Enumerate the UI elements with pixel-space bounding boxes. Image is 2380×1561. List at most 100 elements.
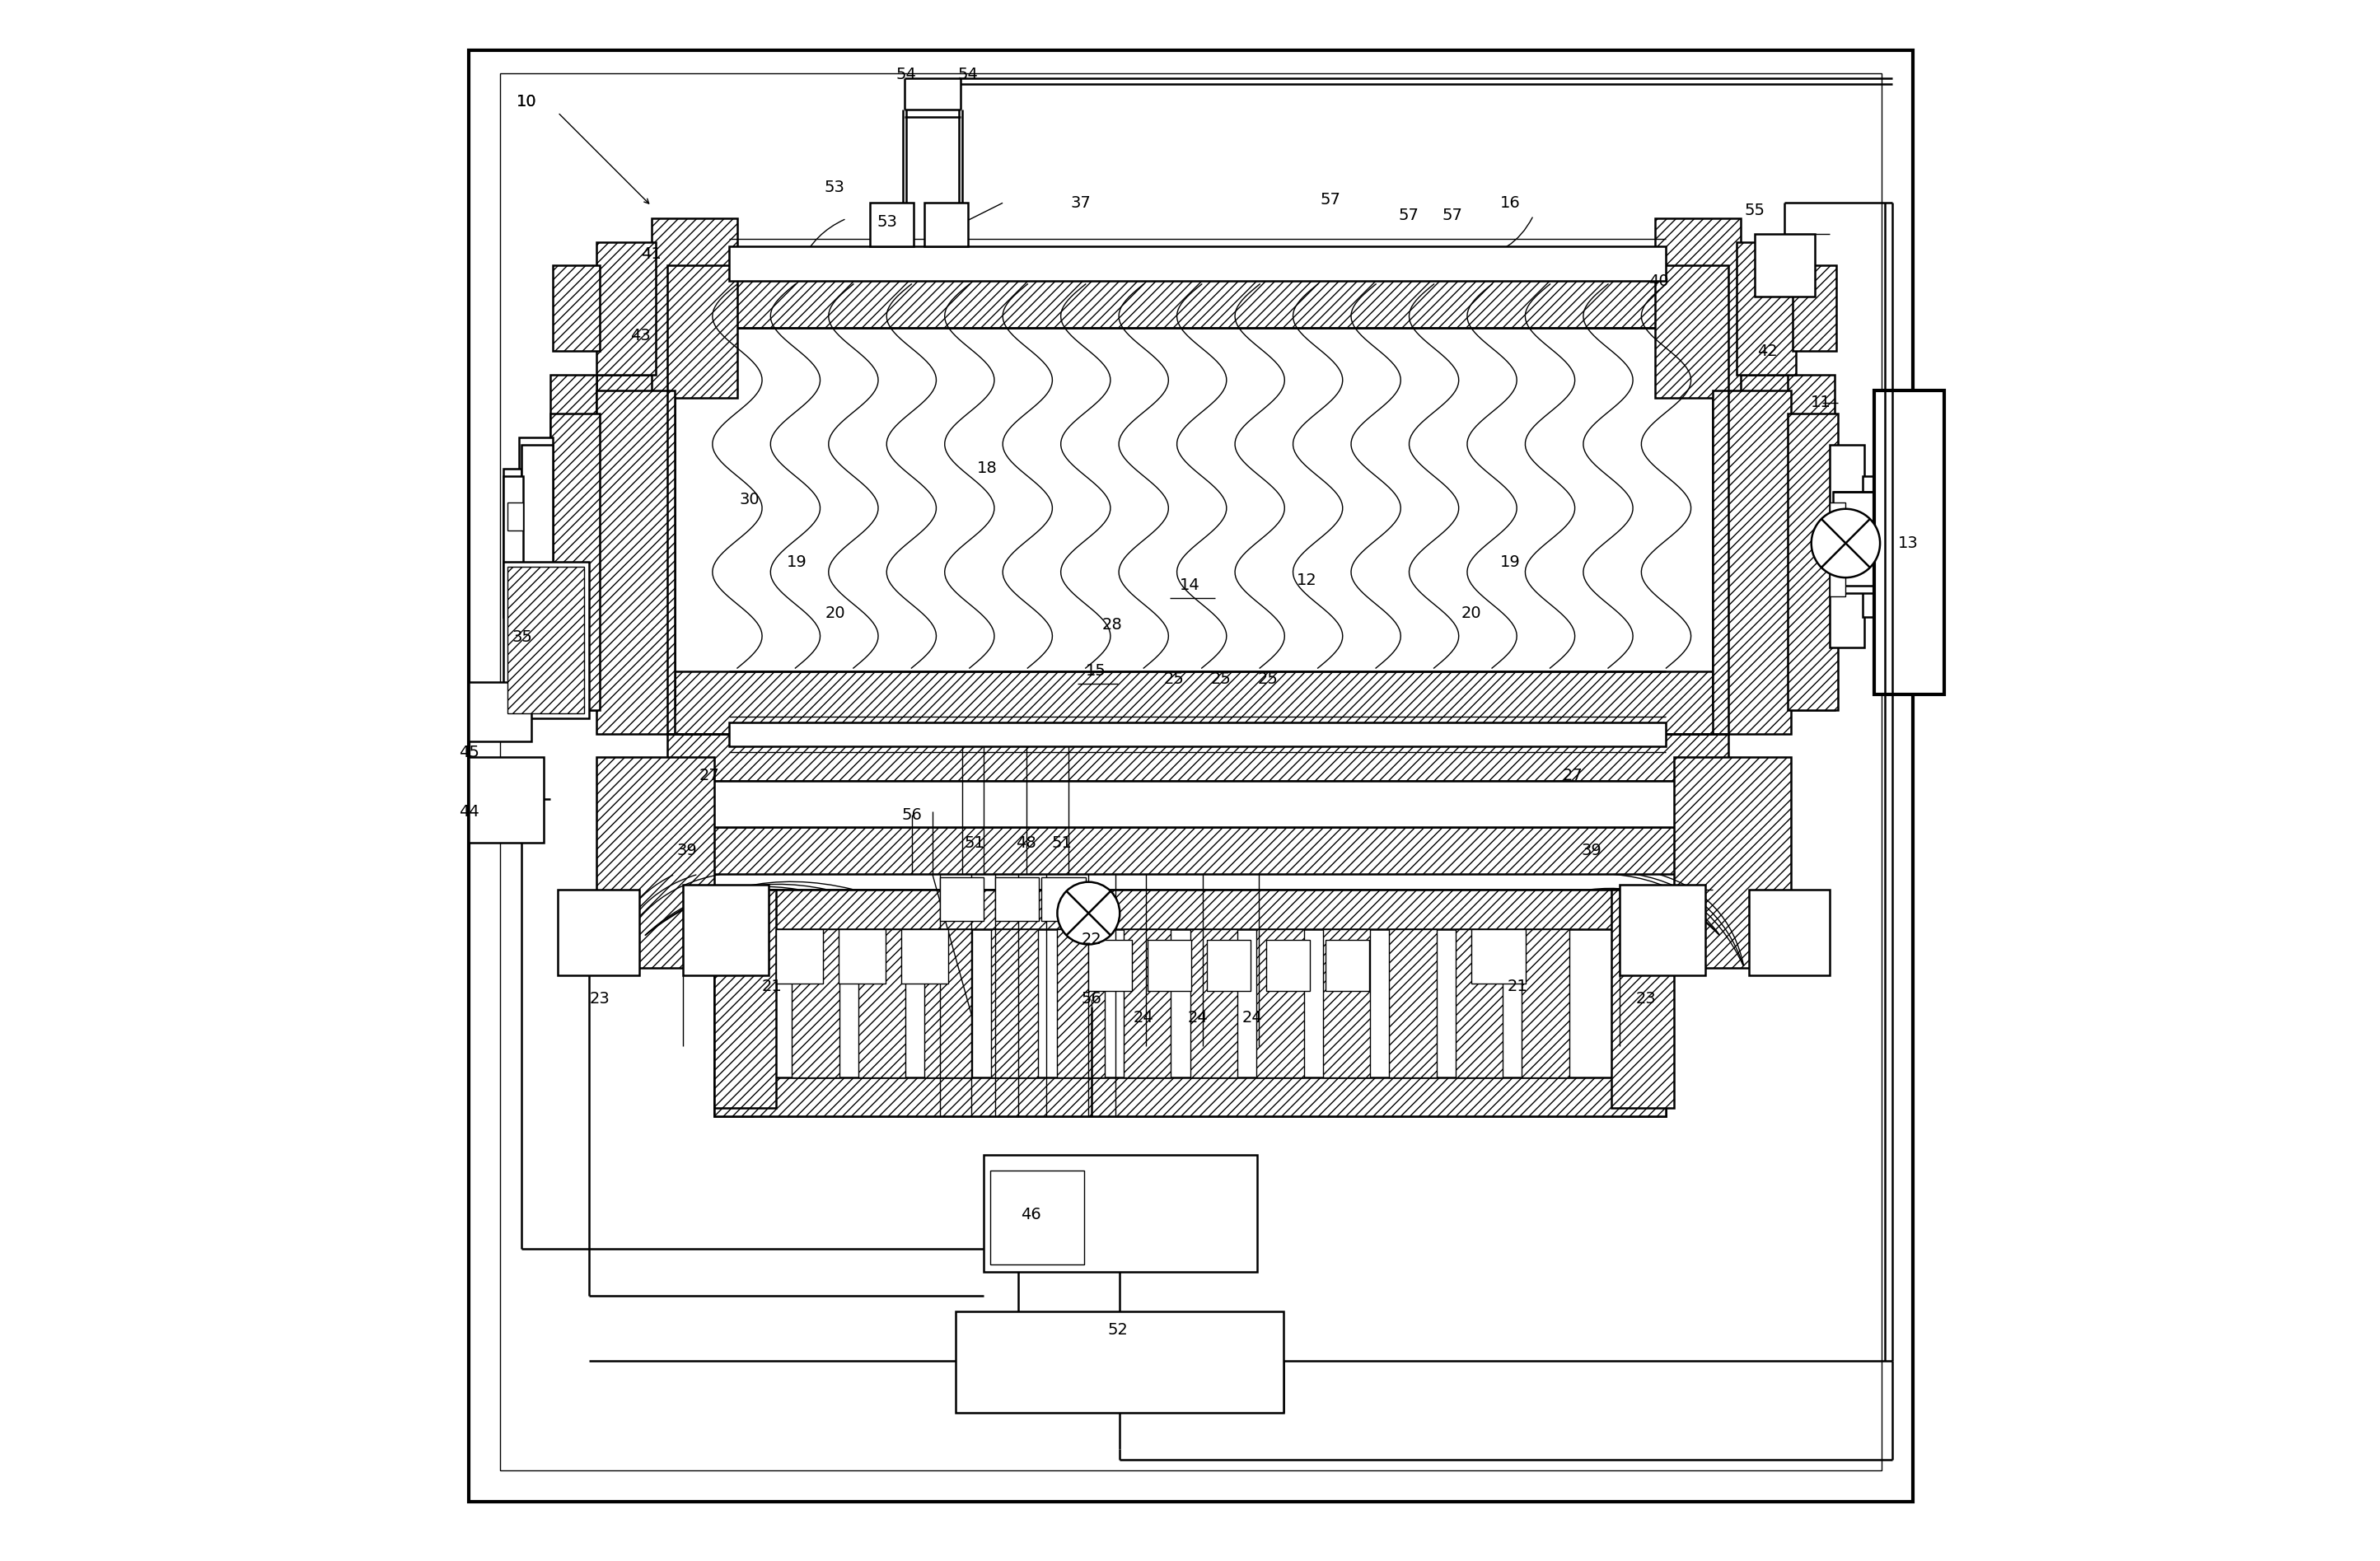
Bar (923, 203, 969, 247)
Bar (1749, 890, 1830, 976)
Text: 56: 56 (902, 807, 923, 823)
Bar (714, 890, 752, 1116)
Text: 12: 12 (1297, 573, 1316, 588)
Bar (666, 780, 1728, 827)
Text: 24: 24 (1188, 1010, 1209, 1026)
Bar (666, 827, 1728, 874)
Bar (550, 375, 597, 710)
Text: 35: 35 (512, 629, 533, 645)
Bar (1830, 445, 1864, 648)
Text: 24: 24 (1133, 1010, 1154, 1026)
Text: 52: 52 (1109, 1322, 1128, 1338)
Bar (1257, 929, 1304, 1077)
Bar (1323, 929, 1371, 1077)
Text: 14: 14 (1180, 578, 1200, 593)
Text: 10: 10 (516, 94, 536, 109)
Text: 53: 53 (823, 180, 845, 195)
Text: 57: 57 (1399, 208, 1418, 223)
Bar (1190, 929, 1238, 1077)
Bar (597, 242, 657, 375)
Bar (666, 734, 1728, 780)
Bar (521, 445, 552, 648)
Text: 28: 28 (1102, 617, 1121, 632)
Bar (1864, 476, 1883, 617)
Bar (1833, 492, 1909, 593)
Bar (550, 414, 600, 710)
Bar (1714, 375, 1792, 710)
Circle shape (1057, 882, 1119, 944)
Text: 19: 19 (785, 554, 807, 570)
Bar (1714, 390, 1792, 734)
Bar (776, 929, 823, 983)
Text: 20: 20 (1461, 606, 1480, 621)
Text: 56: 56 (1081, 991, 1102, 1007)
Text: 24: 24 (1242, 1010, 1264, 1026)
Bar (940, 877, 983, 921)
Bar (1873, 390, 1944, 695)
Bar (469, 757, 543, 843)
Text: 55: 55 (1745, 203, 1766, 219)
Bar (507, 503, 524, 531)
Text: 11: 11 (1811, 395, 1830, 411)
Text: 39: 39 (1580, 843, 1602, 859)
Bar (1787, 414, 1837, 710)
Bar (1737, 242, 1797, 375)
Text: 16: 16 (1499, 195, 1521, 211)
Bar (838, 929, 885, 983)
Bar (995, 877, 1038, 921)
Bar (1673, 757, 1792, 968)
Bar (502, 468, 521, 617)
Text: 53: 53 (876, 214, 897, 229)
Text: 48: 48 (1016, 835, 1035, 851)
Text: 30: 30 (740, 492, 759, 507)
Bar (1123, 929, 1171, 1077)
Bar (1088, 940, 1133, 991)
Text: 51: 51 (964, 835, 985, 851)
Text: 41: 41 (640, 247, 662, 262)
Bar (728, 723, 1666, 746)
Bar (728, 247, 1666, 281)
Bar (957, 1311, 1283, 1413)
Bar (502, 476, 524, 617)
Bar (1457, 929, 1502, 1077)
Bar (507, 567, 583, 713)
Bar (666, 265, 1728, 328)
Bar (990, 1171, 1083, 1264)
Text: 54: 54 (895, 67, 916, 83)
Bar (923, 929, 971, 1077)
Bar (597, 390, 676, 734)
Bar (793, 929, 840, 1077)
Bar (597, 757, 714, 968)
Bar (652, 219, 738, 398)
Bar (507, 568, 524, 596)
Bar (1830, 568, 1844, 596)
Text: 23: 23 (1635, 991, 1656, 1007)
Text: 39: 39 (678, 843, 697, 859)
Bar (990, 929, 1038, 1077)
Text: 23: 23 (590, 991, 609, 1007)
Text: 13: 13 (1897, 535, 1918, 551)
Bar (1207, 940, 1252, 991)
Text: 15: 15 (1085, 663, 1107, 679)
Bar (557, 890, 638, 976)
Text: 25: 25 (1257, 671, 1278, 687)
Bar (714, 1077, 1666, 1116)
Text: 43: 43 (631, 328, 650, 343)
Text: 27: 27 (700, 768, 719, 784)
Bar (597, 375, 676, 710)
Text: 44: 44 (459, 804, 478, 820)
Bar (1471, 929, 1526, 983)
Bar (859, 929, 907, 1077)
Text: 51: 51 (1052, 835, 1073, 851)
Bar (871, 203, 914, 247)
Bar (1754, 234, 1814, 297)
Bar (1628, 890, 1666, 1116)
Text: 27: 27 (1561, 768, 1583, 784)
Bar (1830, 503, 1844, 531)
Bar (1057, 929, 1104, 1077)
Text: 19: 19 (1499, 554, 1521, 570)
Circle shape (1811, 509, 1880, 578)
Bar (983, 1155, 1257, 1272)
Bar (1266, 940, 1311, 991)
Text: 25: 25 (1211, 671, 1230, 687)
